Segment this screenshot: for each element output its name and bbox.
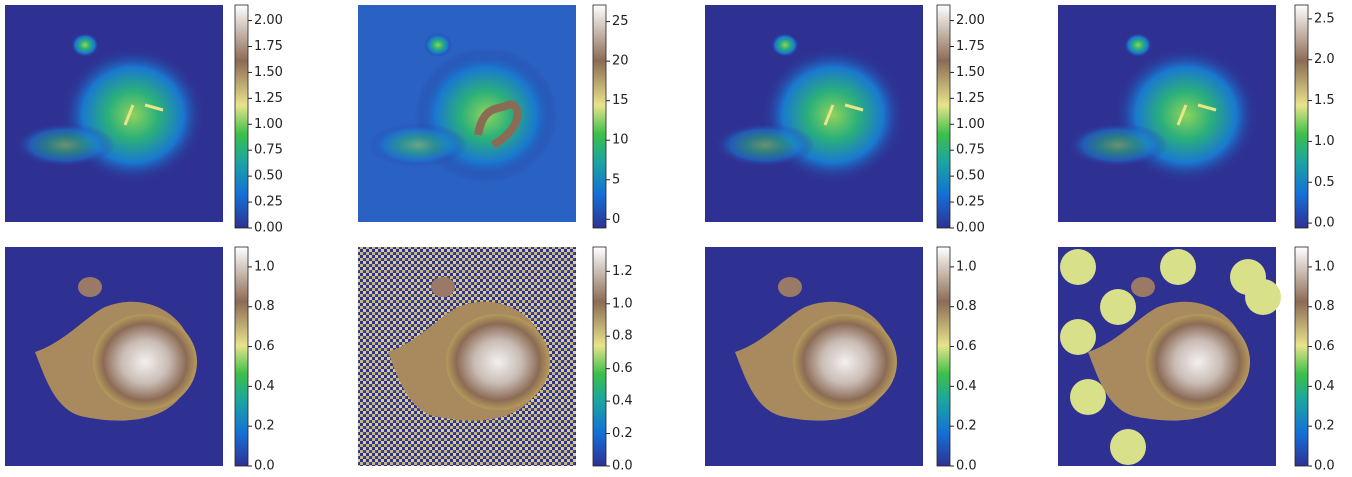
tick-label: 0.50	[956, 169, 985, 184]
tick-label: 1.0	[1314, 134, 1335, 149]
tick-label: 2.00	[254, 13, 283, 28]
tick-label: 0.25	[254, 195, 283, 210]
image-blob	[431, 277, 455, 297]
tick-label: 0.75	[254, 143, 283, 158]
tick-label: 1.0	[1314, 259, 1335, 274]
image-blob	[15, 123, 115, 167]
image-blob	[78, 277, 102, 297]
tick-label: 0.0	[956, 459, 977, 474]
image-blob	[715, 123, 815, 167]
tick-label: 1.0	[956, 259, 977, 274]
tick-label: 0.6	[254, 339, 275, 354]
image-ridge	[123, 103, 164, 126]
image-blob	[793, 314, 897, 410]
tick-label: 0.5	[1314, 175, 1335, 190]
image-blob	[1131, 277, 1155, 297]
image-blob	[1146, 314, 1250, 410]
tick-label: 0.6	[1314, 339, 1335, 354]
tick-label: 1.25	[956, 91, 985, 106]
image-blob	[1124, 33, 1152, 57]
image-patch	[1160, 249, 1196, 285]
tick-label: 0.2	[612, 426, 633, 441]
tick-label: 0.25	[956, 195, 985, 210]
image-blob	[368, 123, 468, 167]
image-ridge	[823, 103, 864, 126]
tick-label: 0.6	[956, 339, 977, 354]
tick-label: 1.00	[254, 117, 283, 132]
tick-label: 0.0	[1314, 216, 1335, 231]
image-patch	[1070, 379, 1106, 415]
image-blob	[1068, 123, 1168, 167]
tick-label: 0.00	[956, 221, 985, 236]
image-patch	[1245, 279, 1281, 315]
tick-label: 0	[612, 212, 620, 227]
tick-label: 0.0	[254, 459, 275, 474]
tick-label: 0.4	[1314, 379, 1335, 394]
tick-label: 1.5	[1314, 93, 1335, 108]
image-patch	[1060, 319, 1096, 355]
tick-label: 2.0	[1314, 52, 1335, 67]
tick-label: 0.2	[1314, 419, 1335, 434]
image-patch	[1100, 289, 1136, 325]
colorbar	[592, 4, 607, 229]
tick-label: 2.5	[1314, 11, 1335, 26]
colorbar	[1294, 4, 1309, 229]
colorbar	[936, 4, 951, 229]
tick-label: 0.2	[254, 419, 275, 434]
colorbar	[234, 246, 249, 467]
tick-label: 0.4	[956, 379, 977, 394]
tick-label: 15	[612, 93, 629, 108]
tick-label: 0.0	[612, 459, 633, 474]
image-blob	[93, 314, 197, 410]
tick-label: 1.50	[254, 65, 283, 80]
image-blob	[71, 33, 99, 57]
tick-label: 0.75	[956, 143, 985, 158]
tick-label: 0.8	[612, 329, 633, 344]
tick-label: 1.75	[956, 39, 985, 54]
tick-label: 25	[612, 14, 629, 29]
tick-label: 1.0	[254, 259, 275, 274]
tick-label: 0.00	[254, 221, 283, 236]
tick-label: 0.6	[612, 361, 633, 376]
tick-label: 1.25	[254, 91, 283, 106]
tick-label: 0.2	[956, 419, 977, 434]
tick-label: 1.2	[612, 264, 633, 279]
tick-label: 20	[612, 54, 629, 69]
tick-label: 10	[612, 133, 629, 148]
tick-label: 5	[612, 172, 620, 187]
tick-label: 2.00	[956, 13, 985, 28]
image-patch	[1110, 429, 1146, 465]
tick-label: 1.00	[956, 117, 985, 132]
image-patch	[1060, 249, 1096, 285]
tick-label: 0.8	[254, 299, 275, 314]
image-blob	[778, 277, 802, 297]
tick-label: 0.4	[254, 379, 275, 394]
image-blob	[446, 314, 550, 410]
tick-label: 1.50	[956, 65, 985, 80]
tick-label: 1.0	[612, 296, 633, 311]
tick-label: 0.50	[254, 169, 283, 184]
tick-label: 0.0	[1314, 459, 1335, 474]
colorbar	[592, 246, 607, 467]
tick-label: 0.8	[956, 299, 977, 314]
image-blob	[424, 33, 452, 57]
image-ridge	[474, 100, 522, 149]
colorbar	[1294, 246, 1309, 467]
colorbar	[936, 246, 951, 467]
colorbar	[234, 4, 249, 229]
tick-label: 0.4	[612, 394, 633, 409]
image-ridge	[1176, 103, 1217, 126]
image-blob	[771, 33, 799, 57]
tick-label: 0.8	[1314, 299, 1335, 314]
tick-label: 1.75	[254, 39, 283, 54]
